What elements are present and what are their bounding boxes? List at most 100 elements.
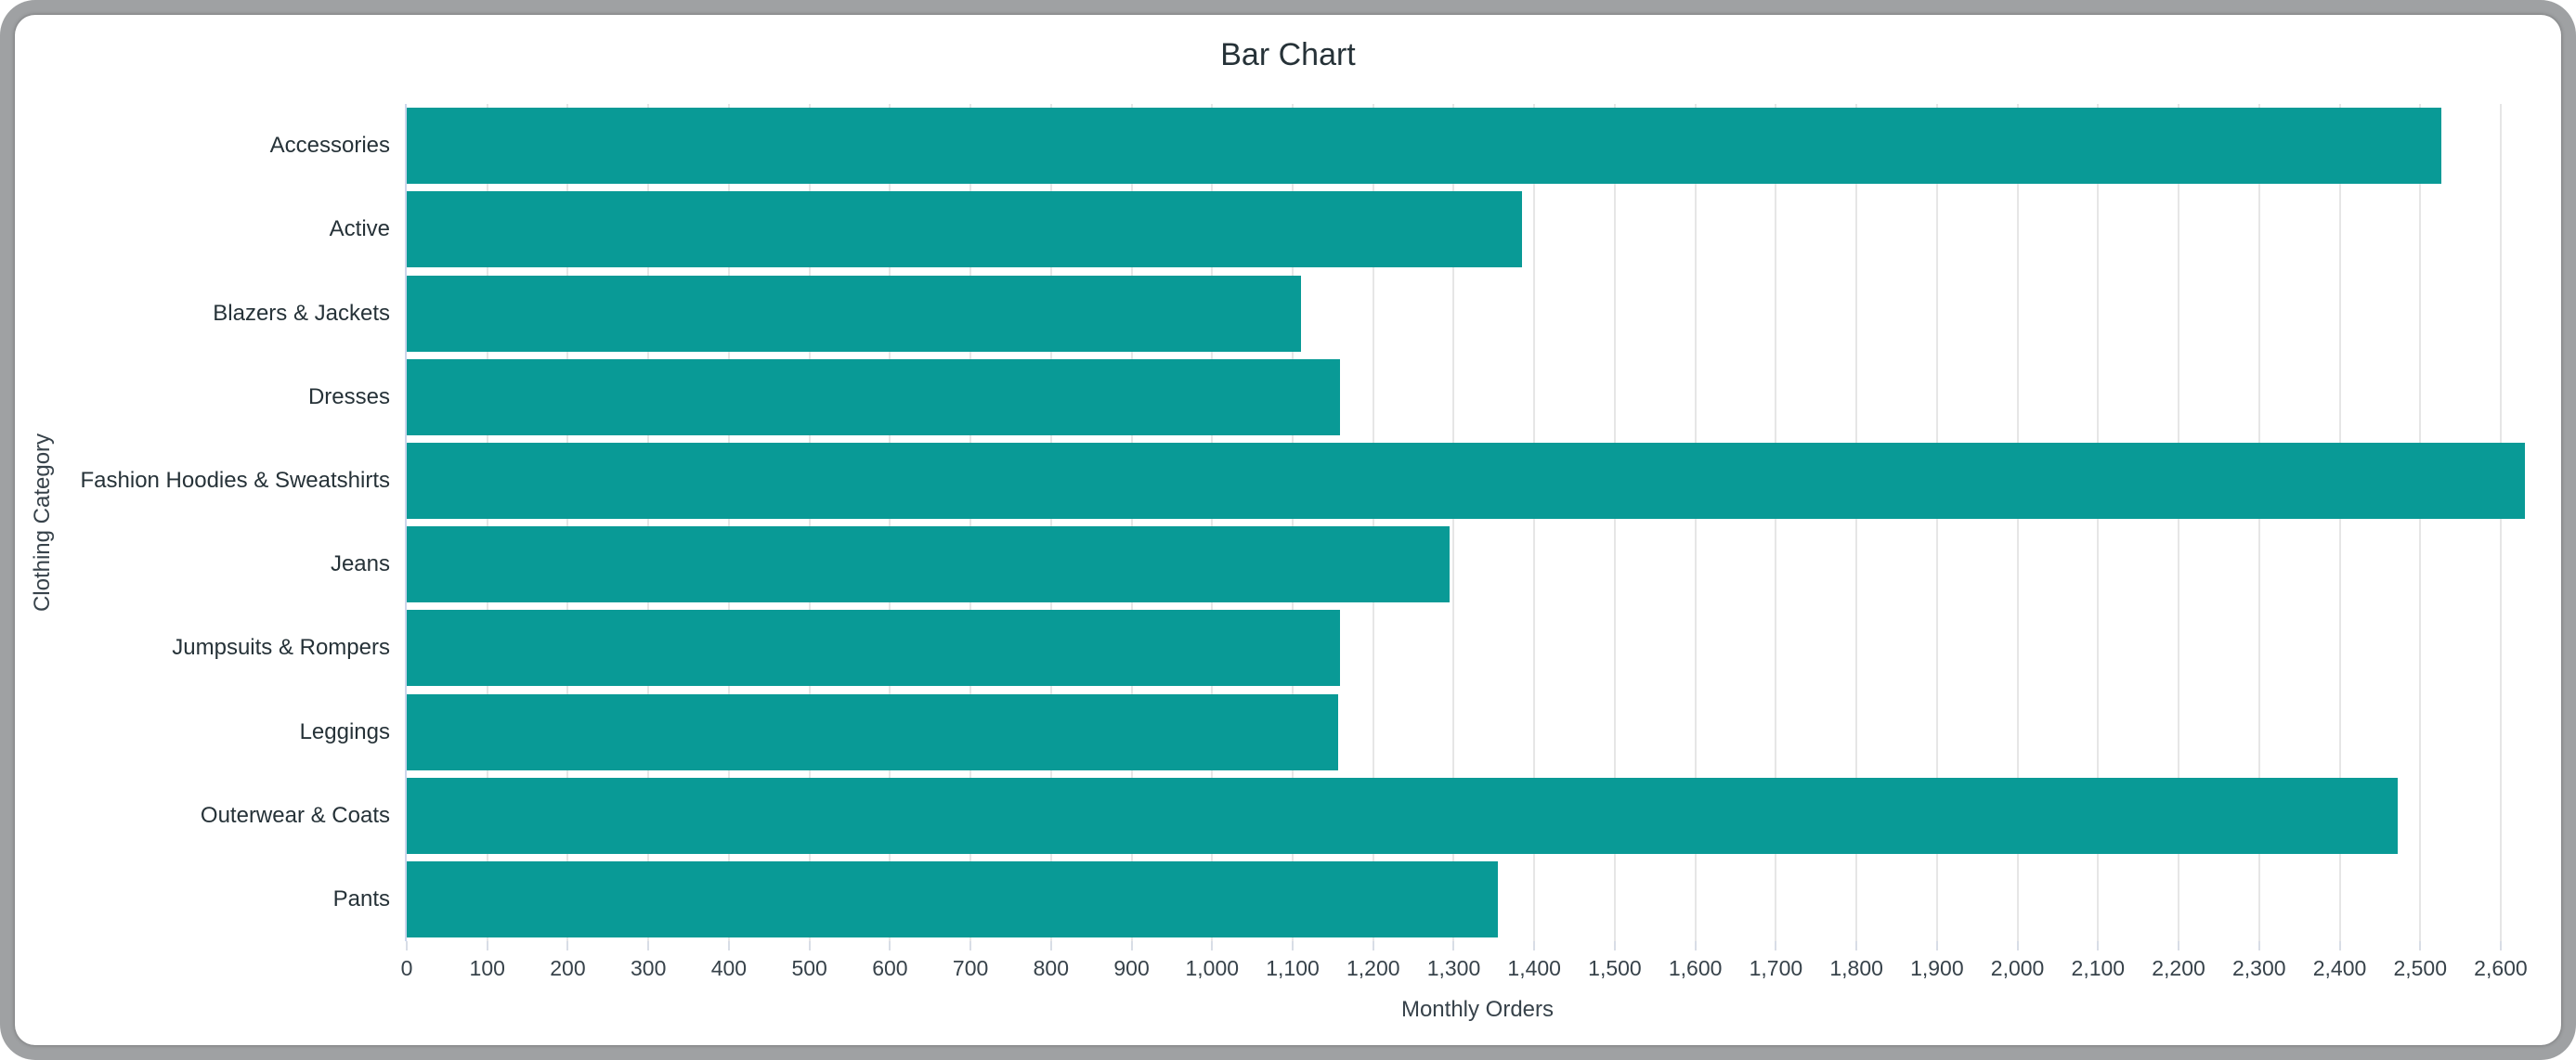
gridline: [1935, 104, 1938, 941]
bar[interactable]: [407, 526, 1451, 603]
x-tick-label: 100: [469, 956, 505, 980]
x-tick-label: 1,600: [1668, 956, 1723, 980]
y-axis-line: [405, 104, 407, 941]
x-tick-mark: [2257, 941, 2260, 950]
gridline: [1452, 104, 1455, 941]
x-tick-mark: [1292, 941, 1295, 950]
x-tick-label: 200: [550, 956, 586, 980]
bar[interactable]: [407, 108, 2441, 185]
category-row: Dresses: [15, 355, 2549, 439]
x-tick-mark: [1452, 941, 1455, 950]
x-axis-tick-marks: [406, 941, 2549, 950]
x-tick-mark: [1775, 941, 1777, 950]
bar[interactable]: [407, 442, 2525, 519]
gridline: [1775, 104, 1777, 941]
gridline: [566, 104, 569, 941]
gridline: [1533, 104, 1536, 941]
x-tick-label: 2,500: [2393, 956, 2447, 980]
x-tick-mark: [486, 941, 488, 950]
category-row: Jumpsuits & Rompers: [15, 606, 2549, 690]
gridline: [1613, 104, 1616, 941]
bar[interactable]: [407, 191, 1523, 268]
gridline: [486, 104, 488, 941]
x-tick-mark: [1372, 941, 1374, 950]
x-tick-label: 600: [872, 956, 908, 980]
x-tick-label: 1,200: [1346, 956, 1400, 980]
x-tick-mark: [969, 941, 972, 950]
x-tick-label: 2,400: [2312, 956, 2367, 980]
x-tick-mark: [2097, 941, 2100, 950]
bar[interactable]: [407, 358, 1341, 435]
gridline: [727, 104, 730, 941]
bar[interactable]: [407, 275, 1301, 352]
bar[interactable]: [407, 860, 1499, 937]
gridline: [1292, 104, 1295, 941]
category-label: Fashion Hoodies & Sweatshirts: [80, 467, 391, 493]
x-tick-mark: [889, 941, 891, 950]
x-axis-tick-labels: 0 100 200 300 400 500 600 700 800 900 1,000 1,100 1,…: [401, 956, 2549, 984]
x-tick-mark: [2419, 941, 2422, 950]
gridline: [2338, 104, 2341, 941]
chart-canvas: Bar Chart Clothing Category Accessories A…: [15, 15, 2561, 1045]
category-label: Accessories: [269, 133, 390, 159]
bar-track: [407, 606, 2549, 690]
x-tick-label: 300: [631, 956, 667, 980]
gridline: [808, 104, 811, 941]
bar-track: [407, 187, 2549, 271]
x-tick-label: 1,400: [1507, 956, 1561, 980]
x-tick-mark: [647, 941, 650, 950]
x-tick-mark: [1049, 941, 1052, 950]
category-label: Jumpsuits & Rompers: [172, 635, 390, 661]
bar-track: [407, 523, 2549, 606]
x-tick-mark: [1533, 941, 1536, 950]
category-label: Jeans: [330, 551, 390, 577]
bar-track: [407, 439, 2549, 523]
x-tick-label: 700: [952, 956, 989, 980]
x-tick-mark: [2499, 941, 2502, 950]
x-tick-mark: [808, 941, 811, 950]
bar-track: [407, 271, 2549, 355]
bar[interactable]: [407, 693, 1338, 770]
x-tick-mark: [1130, 941, 1133, 950]
gridline: [1130, 104, 1133, 941]
x-tick-label: 900: [1113, 956, 1150, 980]
x-tick-label: 2,100: [2071, 956, 2126, 980]
category-row: Pants: [15, 858, 2549, 941]
x-tick-mark: [2338, 941, 2341, 950]
x-tick-mark: [1211, 941, 1214, 950]
x-tick-label: 2,300: [2231, 956, 2286, 980]
x-tick-label: 1,700: [1749, 956, 1803, 980]
x-tick-mark: [566, 941, 569, 950]
x-tick-label: 1,500: [1588, 956, 1642, 980]
gridline: [969, 104, 972, 941]
x-tick-label: 800: [1033, 956, 1070, 980]
gridline: [1694, 104, 1697, 941]
x-tick-label: 1,900: [1910, 956, 1964, 980]
gridline: [647, 104, 650, 941]
gridlines: [407, 104, 2549, 941]
category-row: Outerwear & Coats: [15, 774, 2549, 858]
gridline: [2419, 104, 2422, 941]
bar-track: [407, 774, 2549, 858]
category-label: Dresses: [307, 383, 390, 409]
x-tick-mark: [2016, 941, 2019, 950]
category-label: Pants: [332, 885, 390, 911]
x-axis-title: Monthly Orders: [1400, 997, 1555, 1022]
x-tick-mark: [406, 941, 408, 950]
bar-rows: Accessories Active Blazers & Jackets Dresse…: [15, 104, 2549, 941]
chart-title: Bar Chart: [1220, 37, 1356, 72]
x-tick-mark: [727, 941, 730, 950]
category-row: Blazers & Jackets: [15, 271, 2549, 355]
bar[interactable]: [407, 777, 2398, 854]
gridline: [1372, 104, 1374, 941]
bar-track: [407, 690, 2549, 773]
x-tick-label: 1,300: [1426, 956, 1481, 980]
bar[interactable]: [407, 610, 1341, 687]
gridline: [2097, 104, 2100, 941]
gridline: [2178, 104, 2180, 941]
x-tick-label: 2,600: [2474, 956, 2528, 980]
gridline: [1049, 104, 1052, 941]
gridline: [2257, 104, 2260, 941]
category-row: Active: [15, 187, 2549, 271]
